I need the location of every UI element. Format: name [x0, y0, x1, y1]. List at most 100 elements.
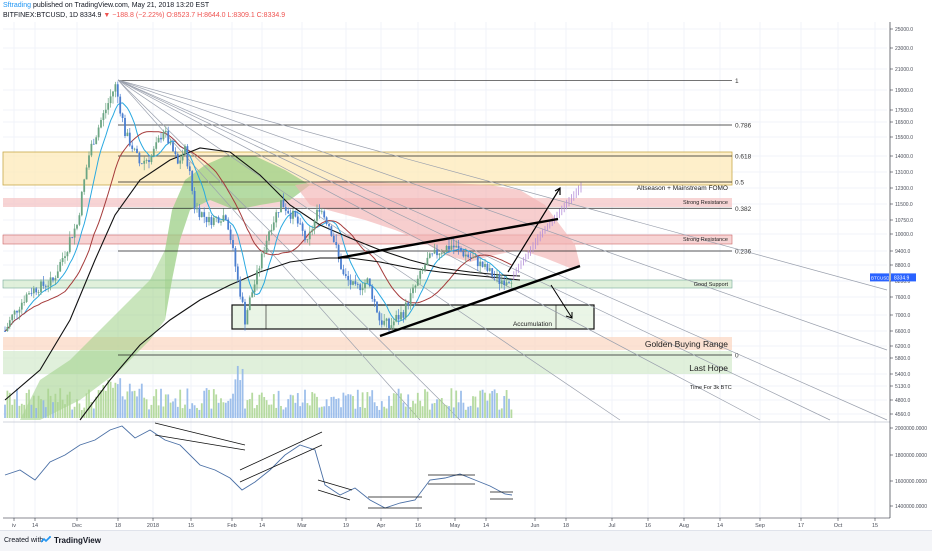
time-tick-label-2: Dec — [72, 523, 82, 529]
candle-body — [205, 216, 208, 223]
volume-bar — [4, 404, 6, 418]
volume-bar — [193, 405, 196, 418]
volume-bar — [448, 406, 450, 418]
candle-body — [510, 282, 513, 284]
candle-body — [445, 245, 448, 253]
volume-bar — [416, 392, 419, 418]
volume-bar — [13, 399, 16, 418]
candle-body — [76, 224, 78, 229]
volume-bar — [128, 383, 131, 418]
volume-bar — [450, 388, 453, 418]
candle-body — [40, 281, 42, 293]
candle-body — [335, 242, 338, 246]
volume-bar — [244, 408, 246, 418]
volume-bar — [95, 396, 98, 418]
volume-bar — [256, 404, 258, 418]
indicator-line — [4, 425, 513, 509]
volume-bar — [167, 394, 170, 418]
time-tick-label-15: 18 — [563, 523, 569, 529]
candle-body — [354, 281, 357, 284]
strong-resistance-label-2: Strong Resistance — [683, 237, 728, 243]
candle-body — [71, 237, 74, 238]
candle-body — [28, 293, 30, 295]
volume-bar — [11, 404, 14, 418]
volume-bar — [474, 396, 477, 418]
axes: 25000.0 23000.0 21000.0 19000.0 17500.0 16500… — [3, 22, 927, 529]
time-tick-label-23: 15 — [872, 523, 878, 529]
ma-medium-line — [4, 131, 512, 332]
candle-body — [272, 222, 275, 230]
time-tick-label-12: May — [450, 523, 461, 529]
candle-body — [359, 284, 362, 291]
candle-body — [44, 285, 47, 287]
time-tick-label-1: 14 — [32, 523, 38, 529]
candle-body — [450, 245, 453, 250]
candle-body — [83, 179, 86, 192]
volume-bar — [503, 396, 506, 418]
candle-body — [68, 237, 71, 253]
volume-bar — [407, 394, 410, 418]
candle-body — [397, 314, 400, 320]
volume-bar — [400, 393, 402, 418]
symbol-label[interactable]: BITFINEX:BTCUSD, 1D — [3, 12, 79, 19]
drawings[interactable] — [337, 186, 581, 338]
volume-bar — [150, 404, 153, 418]
candle-body — [404, 302, 407, 318]
volume-bar — [155, 389, 158, 418]
volume-bar — [66, 394, 69, 418]
fan-line-5 — [117, 79, 621, 421]
volume-bar — [510, 409, 513, 418]
volume-bar — [116, 384, 119, 418]
volume-bar — [109, 381, 112, 418]
volume-bar — [169, 402, 172, 418]
volume-bar — [460, 390, 462, 418]
tradingview-logo-icon — [41, 536, 51, 543]
volume-bar — [176, 406, 179, 418]
indicator-trendline-0 — [154, 422, 246, 446]
symbol-info: BITFINEX:BTCUSD, 1D 8334.9 ▼ −188.8 (−2.… — [3, 12, 285, 19]
volume-bars — [4, 365, 513, 418]
candle-body — [407, 302, 410, 306]
candle-body — [64, 256, 66, 258]
tradingview-brand[interactable]: TradingView — [54, 536, 101, 545]
volume-bar — [289, 394, 292, 418]
volume-bar — [488, 393, 491, 418]
candle-body — [366, 278, 369, 283]
candle-body — [109, 96, 112, 104]
price-tick-label-19: 6200.0 — [895, 344, 911, 350]
candle-body — [390, 325, 393, 329]
candle-body — [412, 287, 414, 294]
candle-body — [104, 109, 107, 114]
volume-bar — [414, 403, 417, 418]
volume-bar — [469, 405, 472, 418]
candle-body — [49, 277, 52, 286]
candle-body — [217, 217, 220, 223]
volume-bar — [431, 403, 434, 418]
ichimoku-cloud — [20, 155, 580, 420]
price-change: ▼ −188.8 (−2.22%) — [103, 12, 165, 19]
volume-bar — [308, 405, 311, 418]
time-tick-label-11: 16 — [415, 523, 421, 529]
volume-bar — [97, 390, 100, 418]
volume-bar — [433, 403, 436, 418]
candle-body — [330, 226, 333, 236]
candle-body — [282, 200, 285, 208]
candle-body — [308, 231, 311, 240]
volume-bar — [332, 396, 335, 418]
candle-body — [486, 264, 489, 271]
price-tick-label-0: 25000.0 — [895, 27, 913, 33]
candle-body — [200, 212, 203, 218]
volume-bar — [148, 409, 150, 418]
author-link[interactable]: Sftrading — [3, 2, 32, 9]
time-tick-label-7: 14 — [259, 523, 265, 529]
candle-body — [116, 84, 119, 97]
candle-body — [294, 210, 297, 217]
volume-bar — [270, 404, 273, 418]
candle-body — [251, 292, 254, 298]
chart-canvas[interactable]: 1 0.786 0.618 0.5 0.382 0.236 0 Altseason + Ma… — [0, 0, 932, 530]
volume-bar — [445, 405, 448, 418]
volume-bar — [174, 398, 177, 418]
candle-body — [464, 254, 467, 257]
volume-bar — [260, 392, 263, 418]
time-tick-label-18: Aug — [679, 523, 689, 529]
